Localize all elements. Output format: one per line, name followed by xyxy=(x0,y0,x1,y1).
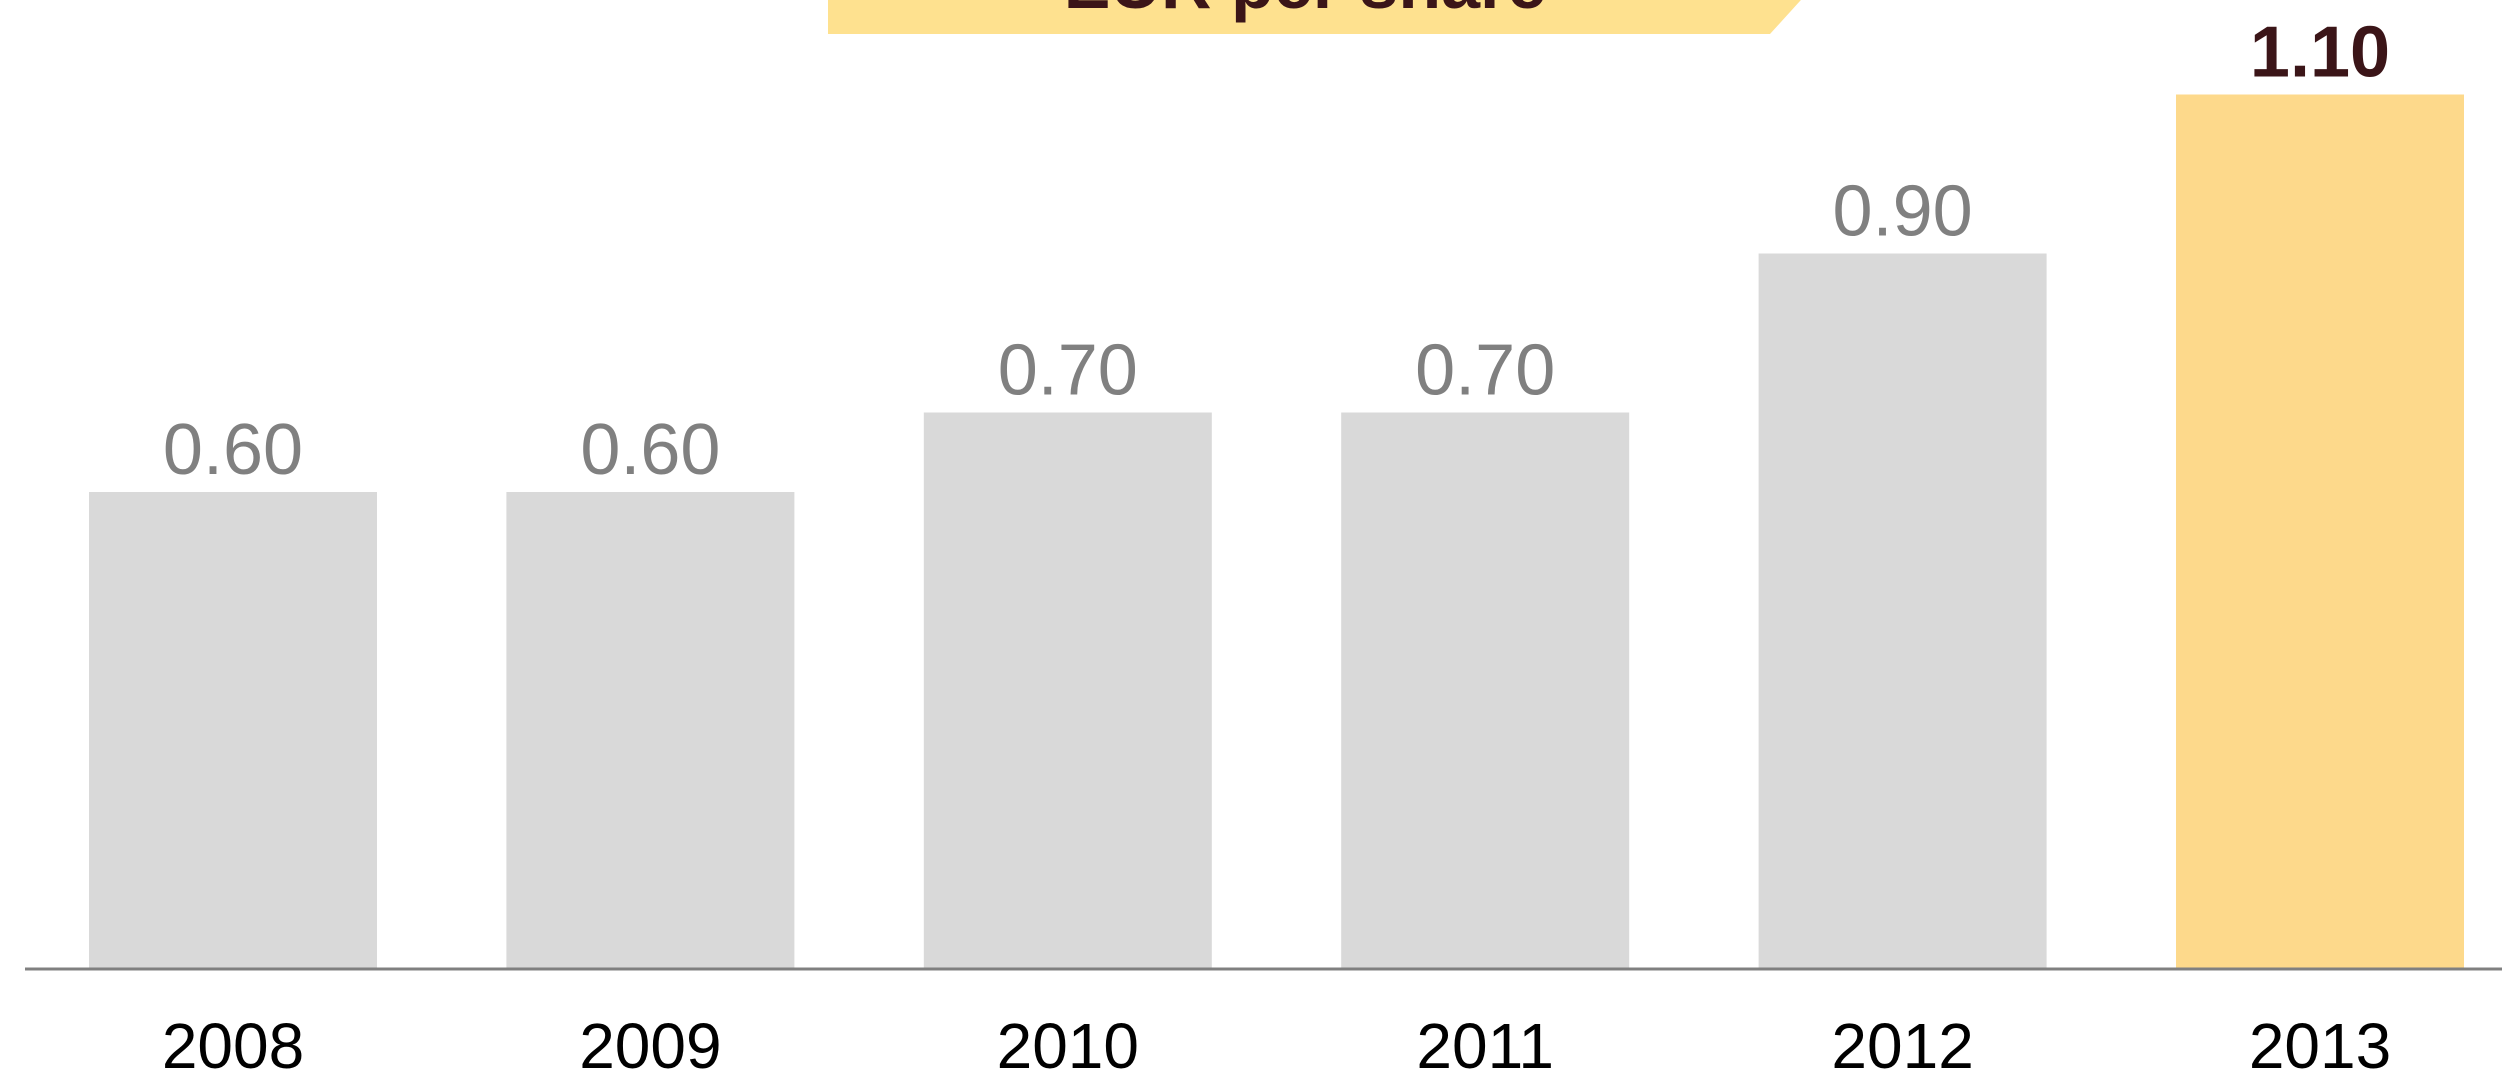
bars-group xyxy=(89,94,2464,969)
x-tick-label-2013: 2013 xyxy=(2249,1010,2391,1074)
x-tick-label-2012: 2012 xyxy=(1831,1010,1973,1074)
value-label-2013: 1.10 xyxy=(2250,13,2390,93)
value-label-2010: 0.70 xyxy=(998,331,1138,411)
value-label-2012: 0.90 xyxy=(1833,172,1973,252)
chart-title-group: EUR per share xyxy=(828,0,1801,34)
bar-2012 xyxy=(1758,253,2047,969)
x-tick-label-2011: 2011 xyxy=(1416,1010,1554,1074)
bar-2013 xyxy=(2176,94,2464,969)
x-tick-labels-group: 2008 2009 2010 2011 2012 2013 xyxy=(162,1010,2391,1074)
bar-2011 xyxy=(1341,412,1630,969)
value-label-2009: 0.60 xyxy=(580,410,720,490)
chart-title: EUR per share xyxy=(1064,0,1546,23)
bar-2010 xyxy=(923,412,1212,969)
x-tick-label-2008: 2008 xyxy=(162,1010,304,1074)
value-label-2008: 0.60 xyxy=(163,410,303,490)
x-tick-label-2009: 2009 xyxy=(579,1010,721,1074)
title-banner xyxy=(828,0,1801,34)
bar-2008 xyxy=(89,492,377,969)
value-labels-group: 0.60 0.60 0.70 0.70 0.90 1.10 xyxy=(163,13,2390,491)
value-label-2011: 0.70 xyxy=(1415,331,1555,411)
bar-2009 xyxy=(506,492,795,969)
x-tick-label-2010: 2010 xyxy=(997,1010,1139,1074)
